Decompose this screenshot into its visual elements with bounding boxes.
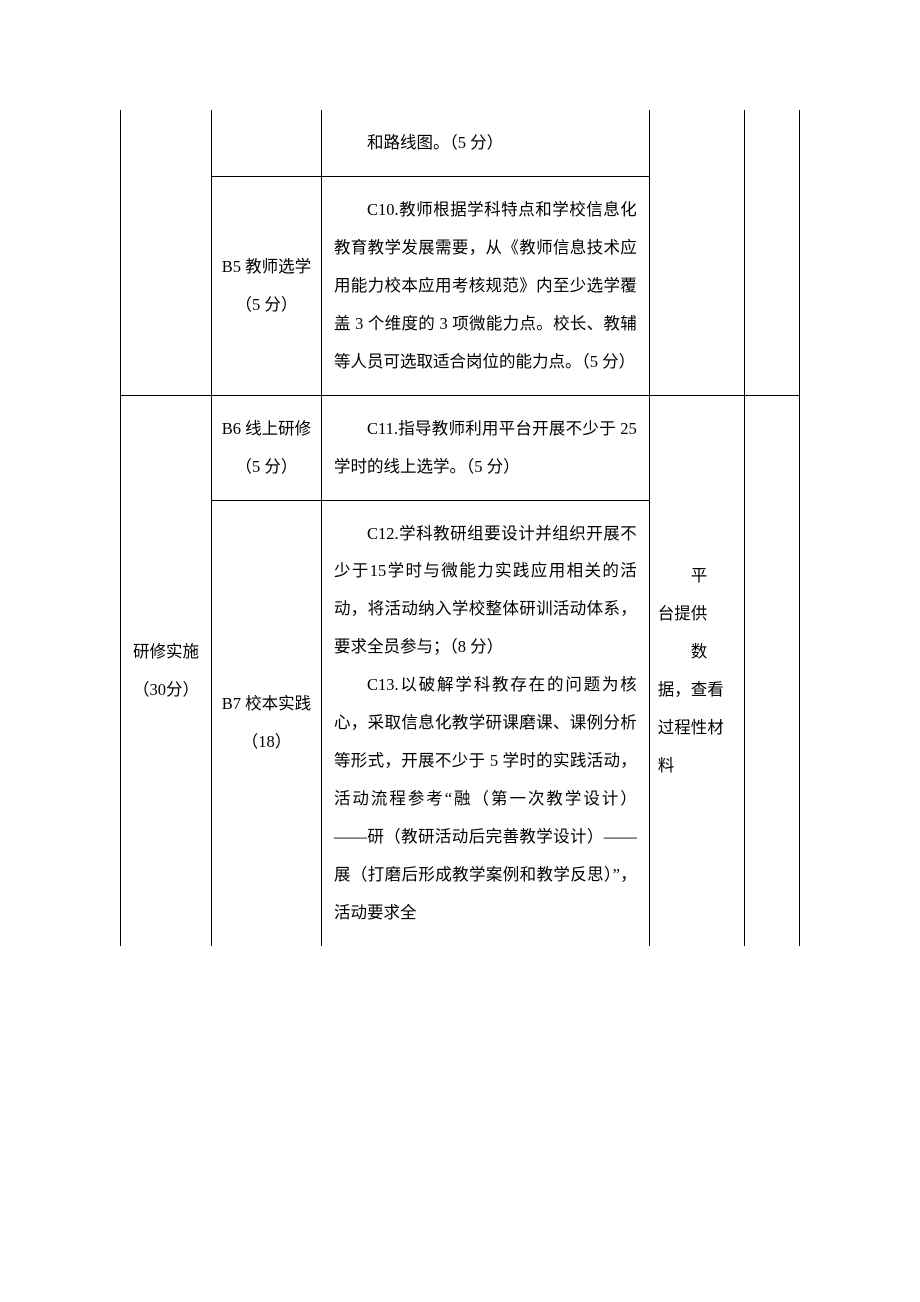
- criteria-cell: 和路线图。（5 分）: [321, 110, 649, 176]
- sub-category-cell: B6 线上研修（5 分）: [211, 395, 321, 500]
- score-cell-empty: [744, 395, 799, 946]
- criteria-cell: C10.教师根据学科特点和学校信息化教育教学发展需要，从《教师信息技术应用能力校…: [321, 176, 649, 395]
- criteria-cell: C12.学科教研组要设计并组织开展不少于15学时与微能力实践应用相关的活动，将活…: [321, 500, 649, 946]
- sub-category-label: B5 教师选学（5 分）: [222, 257, 311, 314]
- reference-text-line: 据，查看过程性材料: [658, 680, 724, 775]
- assessment-table: 和路线图。（5 分） B5 教师选学（5 分） C10.教师根据学科特点和学校信…: [120, 110, 800, 946]
- sub-category-label: B7 校本实践（18）: [222, 694, 311, 751]
- reference-text-line: 平: [658, 557, 736, 595]
- category-label: 研修实施（30分）: [133, 642, 199, 699]
- score-cell-empty: [744, 110, 799, 395]
- reference-text-line: 台提供: [658, 604, 708, 623]
- criteria-text: 和路线图。（5 分）: [334, 124, 637, 162]
- criteria-text: C13.以破解学科教存在的问题为核心，采取信息化教学研课磨课、课例分析等形式，开…: [334, 666, 637, 932]
- criteria-cell: C11.指导教师利用平台开展不少于 25 学时的线上选学。（5 分）: [321, 395, 649, 500]
- table-row: 研修实施（30分） B6 线上研修（5 分） C11.指导教师利用平台开展不少于…: [121, 395, 800, 500]
- criteria-text: C10.教师根据学科特点和学校信息化教育教学发展需要，从《教师信息技术应用能力校…: [334, 191, 637, 381]
- reference-content: 平 台提供 数 据，查看过程性材料: [658, 557, 736, 785]
- category-cell: 研修实施（30分）: [121, 395, 212, 946]
- sub-category-cell: B7 校本实践（18）: [211, 500, 321, 946]
- sub-category-cell-empty: [211, 110, 321, 176]
- reference-text-line: 数: [658, 633, 736, 671]
- reference-cell: 平 台提供 数 据，查看过程性材料: [649, 395, 744, 946]
- sub-category-label: B6 线上研修（5 分）: [222, 419, 311, 476]
- criteria-text: C11.指导教师利用平台开展不少于 25 学时的线上选学。（5 分）: [334, 410, 637, 486]
- criteria-text: C12.学科教研组要设计并组织开展不少于15学时与微能力实践应用相关的活动，将活…: [334, 515, 637, 667]
- category-cell-empty: [121, 110, 212, 395]
- reference-cell-empty: [649, 110, 744, 395]
- table-row: 和路线图。（5 分）: [121, 110, 800, 176]
- sub-category-cell: B5 教师选学（5 分）: [211, 176, 321, 395]
